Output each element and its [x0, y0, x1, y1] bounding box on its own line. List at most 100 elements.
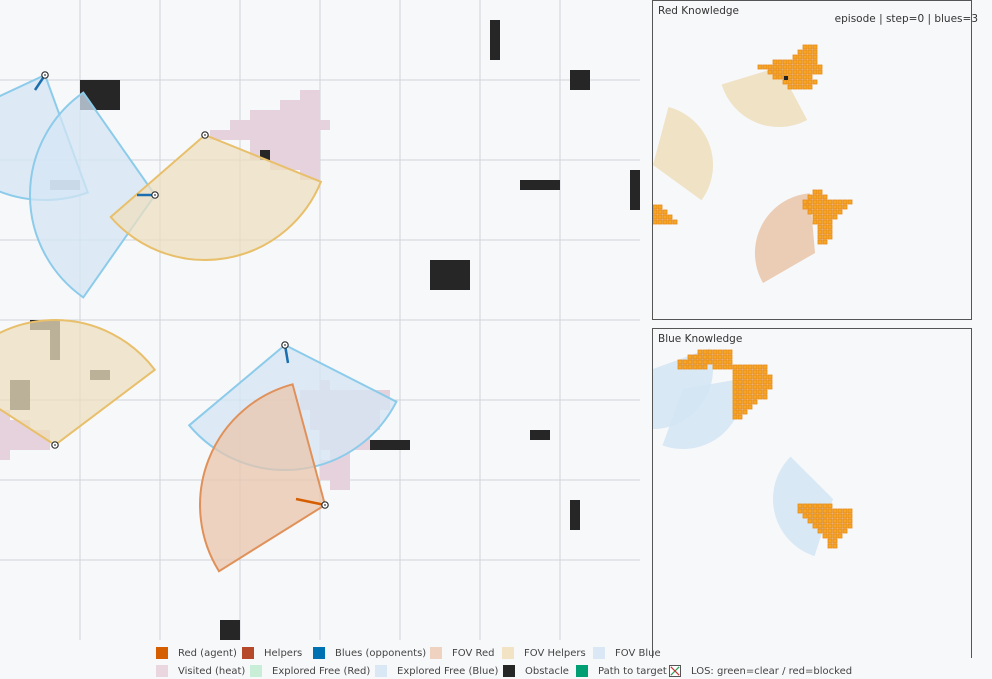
red-knowledge-cell — [812, 49, 818, 55]
main-map — [0, 0, 640, 640]
legend-item-fov-helpers: FOV Helpers — [502, 645, 586, 661]
blue-knowledge-cell — [742, 374, 748, 380]
visited-swatch — [156, 665, 168, 677]
blue-knowledge-cell — [722, 354, 728, 360]
red-knowledge-cell — [672, 219, 678, 225]
blue-knowledge-cell — [732, 409, 738, 415]
blue-agent-center — [284, 344, 286, 346]
red-agent-swatch — [156, 647, 168, 659]
red-knowledge-cell — [653, 219, 658, 225]
blue-knowledge-cell — [762, 374, 768, 380]
blue-knowledge-cell — [737, 399, 743, 405]
red-knowledge-cell — [822, 204, 828, 210]
blue-knowledge-cell — [742, 389, 748, 395]
episode-status: episode | step=0 | blues=3 — [834, 13, 978, 25]
red-knowledge-cell — [667, 214, 673, 220]
blue-knowledge-cell — [727, 354, 733, 360]
blue-knowledge-cell — [762, 379, 768, 385]
red-knowledge-cell — [657, 219, 663, 225]
red-knowledge-cell — [777, 64, 783, 70]
blue-knowledge-cell — [817, 508, 823, 514]
blue-knowledge-cell — [712, 359, 718, 365]
red-knowledge-cell — [827, 224, 833, 230]
red-knowledge-cell — [802, 84, 808, 90]
fov-helper-sector — [0, 319, 157, 447]
red-knowledge-cell — [812, 69, 818, 75]
blue-knowledge-cell — [742, 384, 748, 390]
legend-label: Explored Free (Blue) — [397, 665, 499, 677]
red-agent-heading — [295, 497, 326, 507]
blue-knowledge-cell — [717, 364, 723, 370]
blue-knowledge-cell — [752, 364, 758, 370]
path-swatch — [576, 665, 588, 677]
obstacle-swatch — [503, 665, 515, 677]
blue-knowledge-title: Blue Knowledge — [658, 333, 743, 345]
blue-knowledge-cell — [762, 364, 768, 370]
blue-knowledge-cell — [812, 503, 818, 509]
red-knowledge-cell — [807, 204, 813, 210]
red-knowledge-cell — [792, 74, 798, 80]
blue-knowledge-cell — [742, 394, 748, 400]
obstacle — [370, 440, 410, 450]
blue-knowledge-cell — [802, 508, 808, 514]
red-knowledge-cell — [807, 64, 813, 70]
visited-cell — [10, 420, 30, 450]
blue-knowledge-cell — [727, 359, 733, 365]
red-knowledge-cell — [827, 199, 833, 205]
red-knowledge-cell — [822, 219, 828, 225]
red-knowledge-cell — [777, 69, 783, 75]
blue-knowledge-cell — [727, 349, 733, 355]
helper-agent-center — [204, 134, 206, 136]
blue-knowledge-cell — [712, 349, 718, 355]
blue-knowledge-cell — [752, 374, 758, 380]
blue-knowledge-cell — [812, 518, 818, 524]
red-knowledge-cell — [812, 54, 818, 60]
blue-knowledge-cell — [827, 523, 833, 529]
obstacle — [530, 430, 550, 440]
blue-knowledge-cell — [747, 404, 753, 410]
blue-knowledge-cell — [692, 354, 698, 360]
blue-knowledge-cell — [747, 394, 753, 400]
blue-knowledge-cell — [677, 364, 683, 370]
red-knowledge-cell — [822, 229, 828, 235]
red-knowledge-cell — [812, 194, 818, 200]
red-knowledge-cell — [807, 49, 813, 55]
blue-knowledge-cell — [807, 508, 813, 514]
red-knowledge-cell — [807, 54, 813, 60]
legend-item-explored-blue: Explored Free (Blue) — [375, 663, 498, 679]
blue-knowledge-cell — [802, 503, 808, 509]
blue-knowledge-cell — [732, 369, 738, 375]
blue-knowledge-cell — [752, 369, 758, 375]
blue-knowledge-cell — [752, 394, 758, 400]
legend-label: FOV Helpers — [524, 647, 586, 659]
blue-knowledge-cell — [737, 384, 743, 390]
red-knowledge-cell — [807, 59, 813, 65]
red-knowledge-cell — [812, 59, 818, 65]
blue-knowledge-cell — [742, 364, 748, 370]
blue-knowledge-cell — [822, 533, 828, 539]
visited-cell — [0, 410, 10, 460]
red-knowledge-cell — [767, 64, 773, 70]
blue-knowledge-cell — [842, 528, 848, 534]
blue-knowledge-cell — [817, 528, 823, 534]
legend-label: Obstacle — [525, 665, 569, 677]
fov-blue-sector — [28, 91, 157, 299]
red-knowledge-cell — [812, 204, 818, 210]
blue-knowledge-cell — [767, 384, 773, 390]
red-knowledge-cell — [817, 209, 823, 215]
red-knowledge-cell — [807, 209, 813, 215]
legend-item-obstacle: Obstacle — [503, 663, 569, 679]
blue-knowledge-cell — [812, 523, 818, 529]
blue-knowledge-cell — [742, 379, 748, 385]
blue-knowledge-map — [653, 348, 853, 557]
blue-knowledge-cell — [717, 359, 723, 365]
blue-knowledge-cell — [707, 359, 713, 365]
blue-knowledge-cell — [697, 354, 703, 360]
red-knowledge-cell — [772, 69, 778, 75]
red-knowledge-cell — [667, 219, 673, 225]
blue-knowledge-cell — [837, 518, 843, 524]
blue-knowledge-cell — [817, 513, 823, 519]
blue-knowledge-cell — [747, 384, 753, 390]
red-knowledge-cell — [797, 54, 803, 60]
blue-knowledge-cell — [687, 364, 693, 370]
